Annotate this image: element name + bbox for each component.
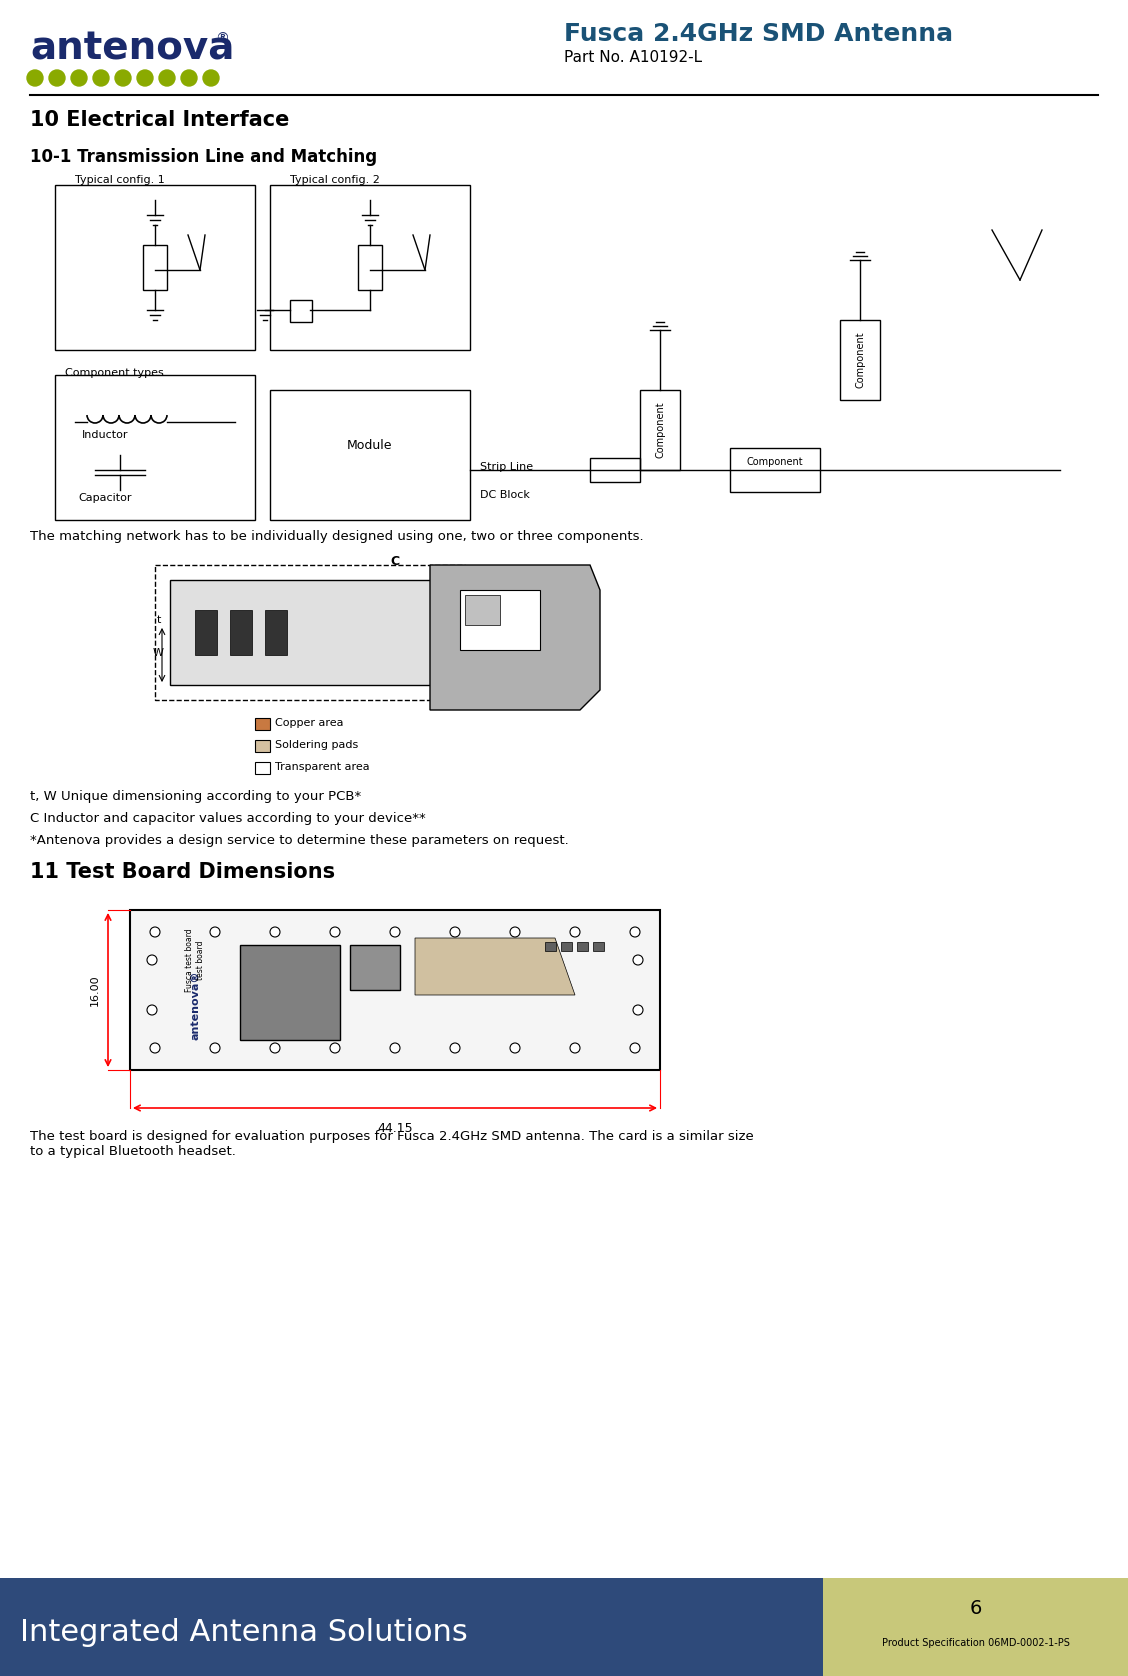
- Circle shape: [210, 1042, 220, 1053]
- Bar: [130, 910, 660, 1069]
- Circle shape: [270, 1042, 280, 1053]
- Circle shape: [92, 70, 109, 85]
- Text: t: t: [157, 615, 161, 625]
- Text: antenova: antenova: [30, 30, 235, 69]
- Text: *Antenova provides a design service to determine these parameters on request.: *Antenova provides a design service to d…: [30, 835, 569, 846]
- Text: Transparent area: Transparent area: [275, 763, 370, 773]
- Circle shape: [71, 70, 87, 85]
- Bar: [195, 610, 217, 655]
- Bar: [823, 1579, 1128, 1676]
- Bar: [170, 580, 450, 685]
- Circle shape: [633, 955, 643, 965]
- Bar: [55, 184, 255, 350]
- Bar: [545, 942, 556, 950]
- Circle shape: [633, 1006, 643, 1016]
- Text: Part No. A10192-L: Part No. A10192-L: [564, 50, 702, 65]
- Bar: [561, 942, 572, 950]
- Bar: [255, 763, 270, 774]
- Bar: [590, 458, 640, 483]
- Bar: [290, 300, 312, 322]
- Circle shape: [631, 927, 640, 937]
- Bar: [55, 375, 255, 520]
- Circle shape: [390, 1042, 400, 1053]
- Bar: [640, 391, 680, 469]
- Circle shape: [150, 1042, 160, 1053]
- Bar: [230, 610, 252, 655]
- Text: Component: Component: [747, 458, 803, 468]
- Bar: [840, 320, 880, 401]
- Text: The matching network has to be individually designed using one, two or three com: The matching network has to be individua…: [30, 530, 644, 543]
- Circle shape: [390, 927, 400, 937]
- Text: C: C: [390, 555, 399, 568]
- Text: Module: Module: [347, 439, 393, 451]
- Polygon shape: [430, 565, 600, 711]
- Circle shape: [115, 70, 131, 85]
- Text: 10 Electrical Interface: 10 Electrical Interface: [30, 111, 290, 131]
- Circle shape: [147, 1006, 157, 1016]
- Bar: [0, 1579, 823, 1676]
- Circle shape: [180, 70, 197, 85]
- Circle shape: [570, 927, 580, 937]
- Circle shape: [270, 927, 280, 937]
- Text: W: W: [153, 649, 164, 659]
- Text: Component: Component: [655, 402, 666, 458]
- Bar: [358, 245, 382, 290]
- Text: The test board is designed for evaluation purposes for Fusca 2.4GHz SMD antenna.: The test board is designed for evaluatio…: [30, 1130, 754, 1158]
- Text: antenova®: antenova®: [190, 970, 200, 1039]
- Circle shape: [147, 955, 157, 965]
- Circle shape: [49, 70, 65, 85]
- Circle shape: [331, 1042, 340, 1053]
- Circle shape: [136, 70, 153, 85]
- Circle shape: [510, 927, 520, 937]
- Circle shape: [570, 1042, 580, 1053]
- Circle shape: [450, 1042, 460, 1053]
- Bar: [270, 391, 470, 520]
- Text: Strip Line: Strip Line: [481, 463, 534, 473]
- Bar: [155, 565, 465, 701]
- Bar: [255, 717, 270, 731]
- Text: Copper area: Copper area: [275, 717, 344, 727]
- Text: Inductor: Inductor: [81, 431, 129, 441]
- Bar: [350, 945, 400, 991]
- Text: Fusca test board
test board: Fusca test board test board: [185, 929, 204, 992]
- Text: 6: 6: [969, 1599, 981, 1617]
- Circle shape: [159, 70, 175, 85]
- Bar: [593, 942, 603, 950]
- Text: Soldering pads: Soldering pads: [275, 741, 359, 749]
- Polygon shape: [415, 939, 575, 996]
- Circle shape: [27, 70, 43, 85]
- Text: 10-1 Transmission Line and Matching: 10-1 Transmission Line and Matching: [30, 147, 377, 166]
- Circle shape: [150, 927, 160, 937]
- Text: C Inductor and capacitor values according to your device**: C Inductor and capacitor values accordin…: [30, 811, 425, 825]
- Text: Component: Component: [855, 332, 865, 389]
- Bar: [255, 741, 270, 753]
- Circle shape: [331, 927, 340, 937]
- Text: t, W Unique dimensioning according to your PCB*: t, W Unique dimensioning according to yo…: [30, 789, 361, 803]
- Circle shape: [631, 1042, 640, 1053]
- Circle shape: [203, 70, 219, 85]
- Bar: [143, 245, 167, 290]
- Text: Component types: Component types: [65, 369, 164, 379]
- Text: DC Block: DC Block: [481, 489, 530, 499]
- Bar: [460, 590, 540, 650]
- Bar: [578, 942, 588, 950]
- Text: 16.00: 16.00: [90, 974, 100, 1006]
- Bar: [270, 184, 470, 350]
- Text: 11 Test Board Dimensions: 11 Test Board Dimensions: [30, 861, 335, 882]
- Text: Product Specification 06MD-0002-1-PS: Product Specification 06MD-0002-1-PS: [882, 1637, 1069, 1648]
- Bar: [240, 945, 340, 1041]
- Bar: [730, 447, 820, 493]
- Text: Integrated Antenna Solutions: Integrated Antenna Solutions: [20, 1617, 468, 1646]
- Text: Typical config. 1: Typical config. 1: [74, 174, 165, 184]
- Bar: [465, 595, 500, 625]
- Text: ®: ®: [215, 32, 229, 45]
- Bar: [265, 610, 287, 655]
- Text: 44.15: 44.15: [377, 1121, 413, 1135]
- Text: Typical config. 2: Typical config. 2: [290, 174, 380, 184]
- Circle shape: [210, 927, 220, 937]
- Text: Capacitor: Capacitor: [78, 493, 132, 503]
- Text: Fusca 2.4GHz SMD Antenna: Fusca 2.4GHz SMD Antenna: [564, 22, 953, 45]
- Circle shape: [450, 927, 460, 937]
- Circle shape: [510, 1042, 520, 1053]
